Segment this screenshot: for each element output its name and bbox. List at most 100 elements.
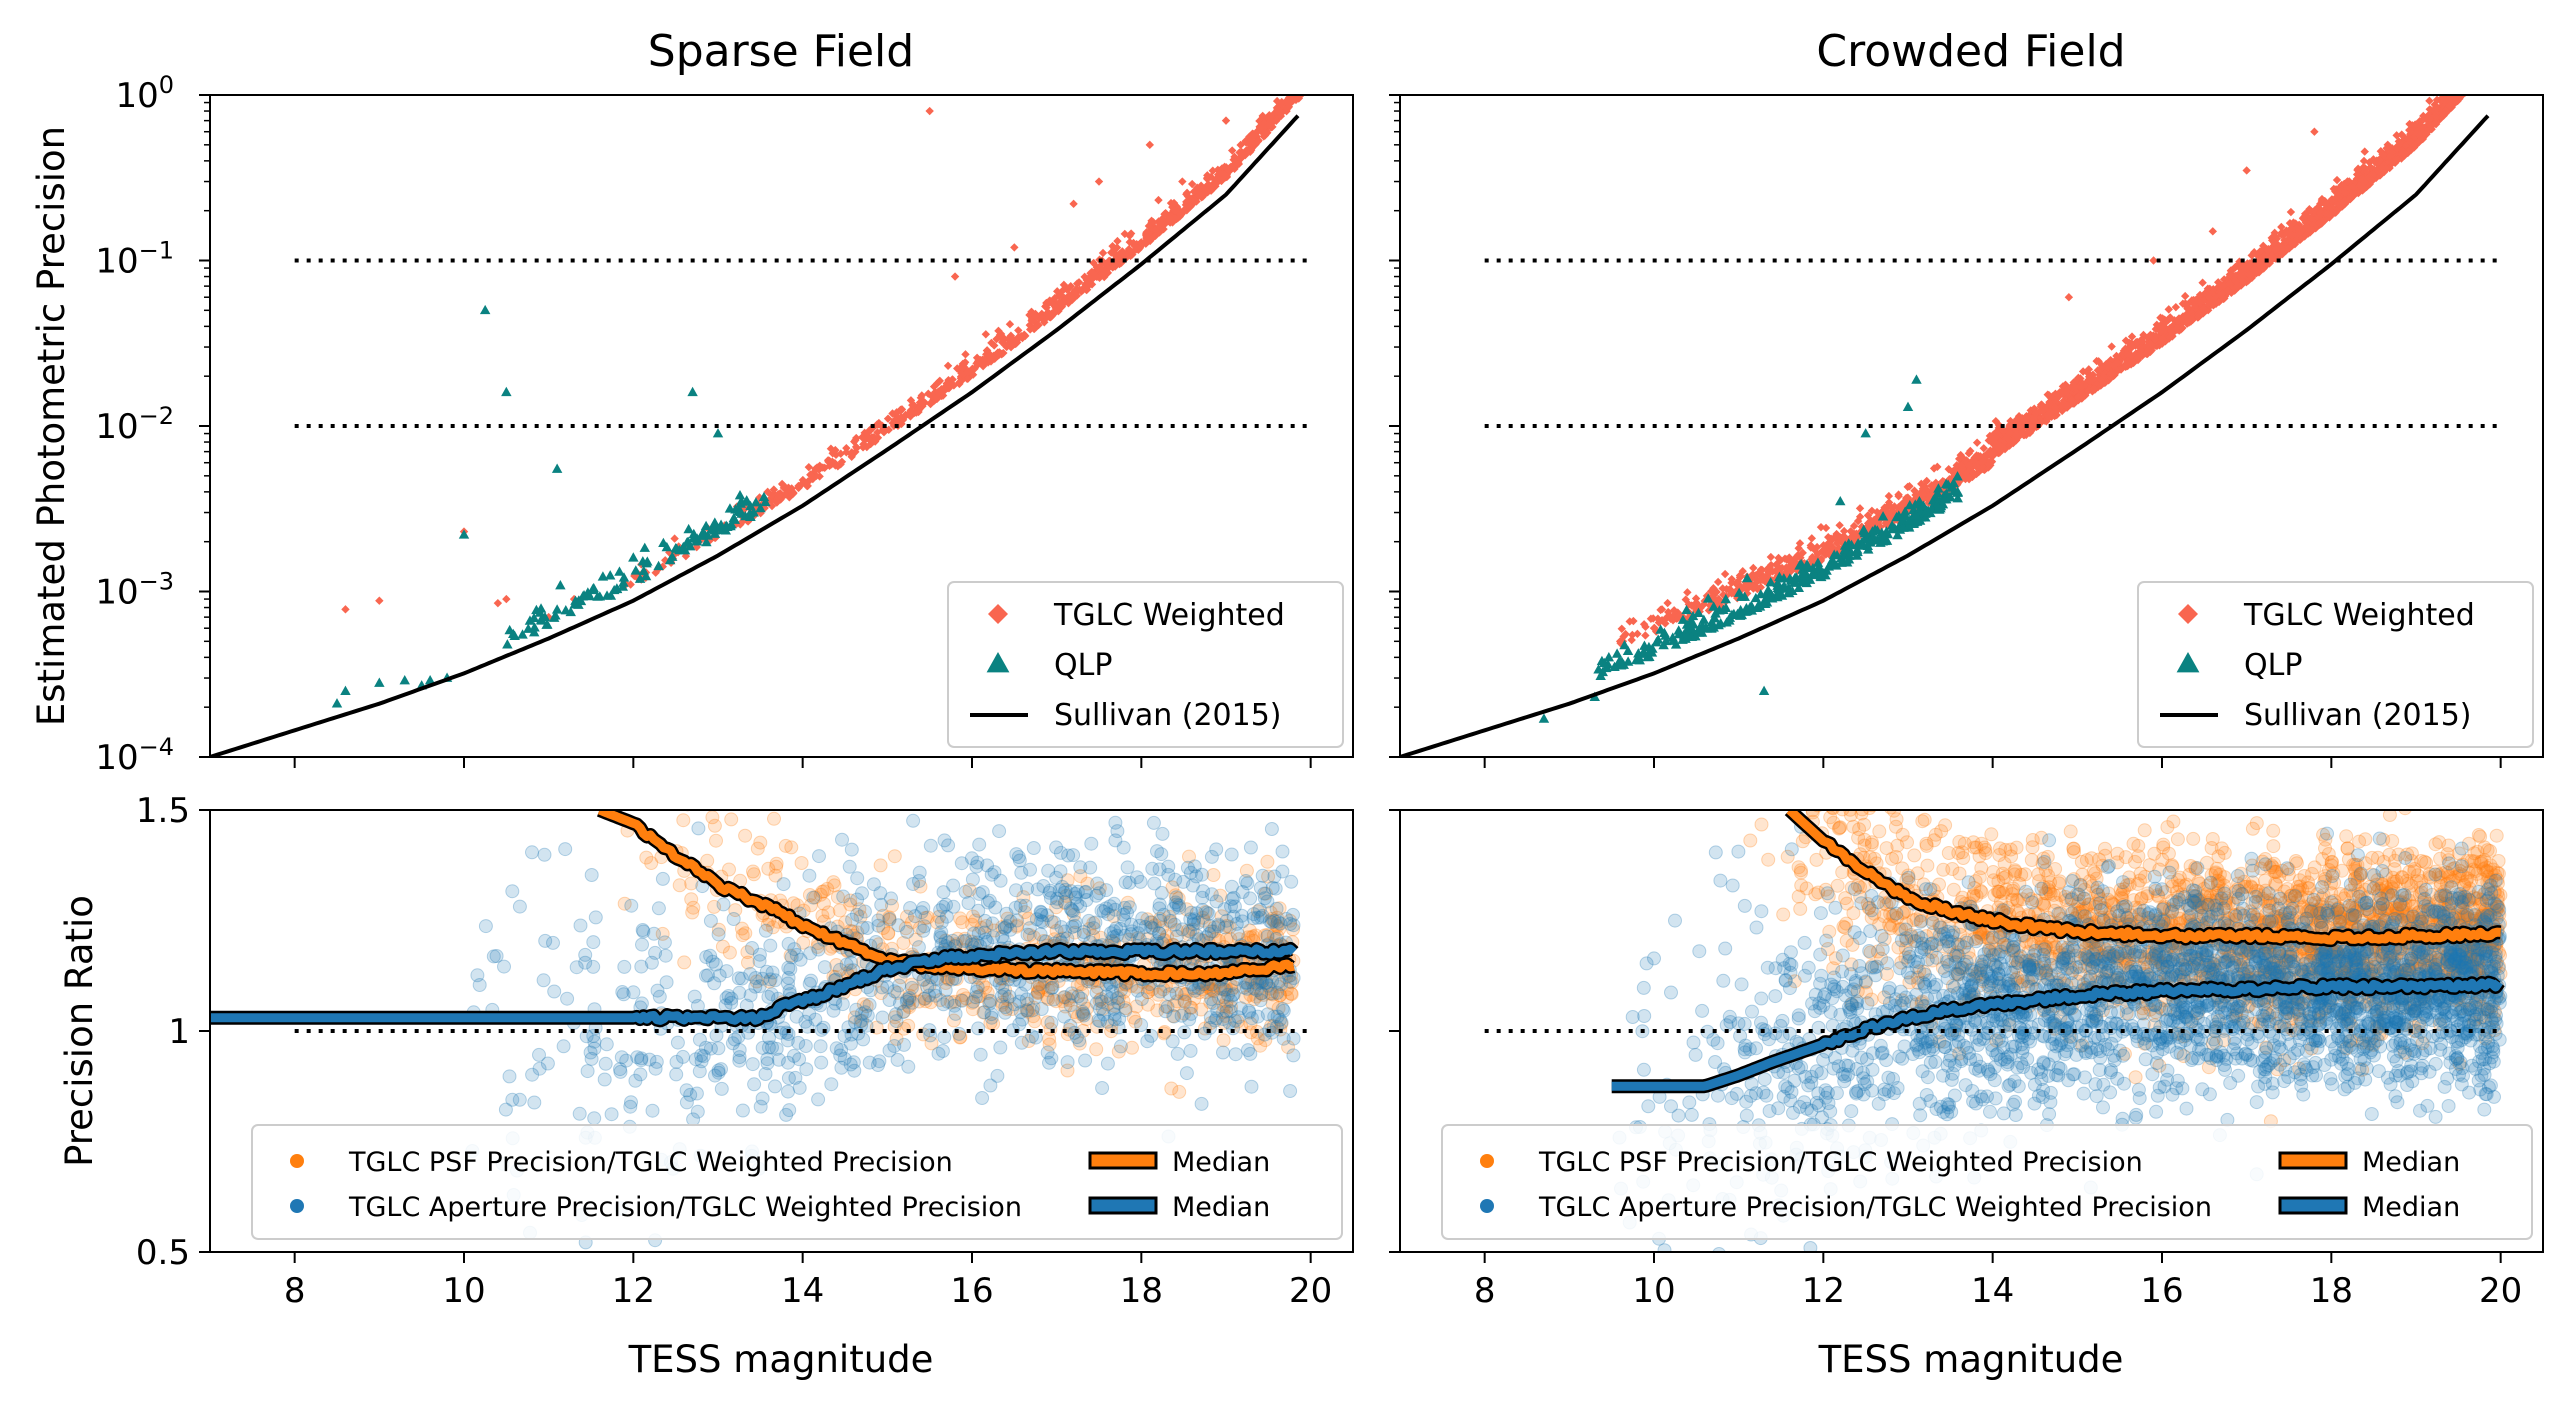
ratio-point xyxy=(753,1099,768,1114)
tglc-weighted-point xyxy=(2158,334,2167,344)
ratio-point xyxy=(978,980,993,995)
tglc-weighted-point xyxy=(2286,207,2296,217)
tglc-weighted-point xyxy=(2167,329,2177,339)
tglc-weighted-point xyxy=(2487,49,2495,57)
tglc-weighted-point xyxy=(2493,54,2501,62)
ratio-point xyxy=(569,960,584,975)
ratio-point xyxy=(838,915,853,930)
tglc-weighted-point xyxy=(2468,76,2476,84)
tglc-weighted-point xyxy=(2477,68,2485,76)
tglc-weighted-point xyxy=(1277,108,1287,117)
ratio-point xyxy=(1263,981,1278,996)
tglc-weighted-point xyxy=(2463,75,2471,83)
tglc-weighted-point xyxy=(2434,110,2444,119)
tglc-weighted-point xyxy=(2478,61,2486,69)
tglc-weighted-point xyxy=(2464,85,2472,93)
ratio-point xyxy=(1164,1081,1179,1096)
tglc-weighted-point xyxy=(2477,64,2485,72)
tglc-weighted-point xyxy=(2098,363,2107,372)
ratio-point xyxy=(1065,919,1080,934)
tglc-weighted-point xyxy=(2487,57,2495,65)
tglc-weighted-point xyxy=(1249,130,1259,140)
qlp-point xyxy=(1952,487,1963,497)
tglc-weighted-point xyxy=(1005,320,1015,329)
tglc-weighted-point xyxy=(1736,582,1746,591)
tglc-weighted-point xyxy=(2190,300,2199,309)
tglc-weighted-point xyxy=(1264,121,1273,130)
tglc-weighted-point xyxy=(2405,145,2415,154)
ratio-point xyxy=(1216,1005,1231,1020)
ratio-point xyxy=(1067,1005,1082,1019)
ratio-point xyxy=(1075,1007,1090,1022)
qlp-point xyxy=(1861,534,1872,544)
ratio-point xyxy=(1250,910,1265,925)
ratio-point xyxy=(1061,991,1076,1006)
tglc-weighted-point xyxy=(828,457,837,466)
ratio-point xyxy=(947,994,962,1009)
tglc-weighted-point xyxy=(2128,342,2137,351)
ratio-point xyxy=(1181,923,1195,938)
tglc-weighted-point xyxy=(2477,52,2485,60)
tglc-weighted-point xyxy=(2375,155,2384,165)
tglc-weighted-point xyxy=(1080,272,1089,282)
ratio-point xyxy=(1163,915,1178,930)
tglc-weighted-point xyxy=(1005,335,1014,344)
ratio-point xyxy=(639,850,654,865)
tglc-weighted-point xyxy=(2192,305,2202,315)
tglc-weighted-point xyxy=(1791,553,1801,563)
tglc-weighted-point xyxy=(1798,548,1807,558)
qlp-point xyxy=(618,577,629,587)
tglc-weighted-point xyxy=(1979,444,1988,453)
tglc-weighted-point xyxy=(1905,482,1914,491)
tglc-weighted-point xyxy=(1985,431,1995,441)
tglc-weighted-point xyxy=(2481,63,2489,71)
tglc-weighted-point xyxy=(944,380,954,389)
qlp-point xyxy=(1877,511,1889,521)
tglc-weighted-point xyxy=(769,485,779,494)
tglc-weighted-point xyxy=(2490,59,2498,67)
ratio-point xyxy=(953,911,968,926)
tglc-weighted-point xyxy=(1087,267,1097,277)
tglc-weighted-point xyxy=(836,460,845,469)
tglc-weighted-point xyxy=(2493,51,2501,59)
ratio-point xyxy=(644,856,659,870)
tglc-weighted-point xyxy=(1208,184,1217,194)
tglc-weighted-point xyxy=(1118,249,1127,259)
ratio-point xyxy=(902,988,917,1003)
tglc-weighted-point xyxy=(2492,35,2500,43)
tglc-weighted-point xyxy=(2329,184,2338,194)
tglc-weighted-point xyxy=(1882,521,1892,530)
ratio-point xyxy=(902,993,917,1008)
ratio-point xyxy=(821,905,836,920)
tglc-weighted-point xyxy=(2485,53,2493,61)
tglc-weighted-point xyxy=(2491,41,2499,49)
legend-label: Sullivan (2015) xyxy=(1054,698,1282,733)
ratio-point xyxy=(827,878,842,893)
ratio-point xyxy=(898,921,913,936)
ratio-point xyxy=(1184,1000,1199,1015)
ratio-point xyxy=(815,908,830,923)
tglc-weighted-point xyxy=(2425,96,2434,106)
qlp-point xyxy=(1744,601,1756,612)
ratio-point xyxy=(687,989,702,1004)
tglc-weighted-point xyxy=(2227,285,2236,294)
tglc-weighted-point xyxy=(2245,274,2254,284)
tglc-weighted-point xyxy=(1727,578,1736,588)
tglc-weighted-point xyxy=(1988,450,1997,460)
ratio-point xyxy=(1179,987,1194,1001)
tglc-weighted-point xyxy=(375,596,384,605)
legend-triangle-icon xyxy=(986,652,1010,673)
tglc-weighted-point xyxy=(2062,401,2071,411)
tglc-weighted-point xyxy=(2466,73,2474,81)
ratio-point xyxy=(903,901,918,915)
tglc-weighted-point xyxy=(1839,526,1849,536)
y-tick-label: 10−3 xyxy=(95,568,174,613)
tglc-weighted-point xyxy=(1766,552,1776,562)
legend-box xyxy=(2137,581,2534,748)
tglc-weighted-point xyxy=(2144,333,2153,342)
tglc-weighted-point xyxy=(1286,85,1294,93)
tglc-weighted-point xyxy=(2405,119,2414,129)
ratio-point xyxy=(1126,1010,1141,1025)
tglc-weighted-point xyxy=(2355,180,2364,190)
tglc-weighted-point xyxy=(1969,455,1978,465)
